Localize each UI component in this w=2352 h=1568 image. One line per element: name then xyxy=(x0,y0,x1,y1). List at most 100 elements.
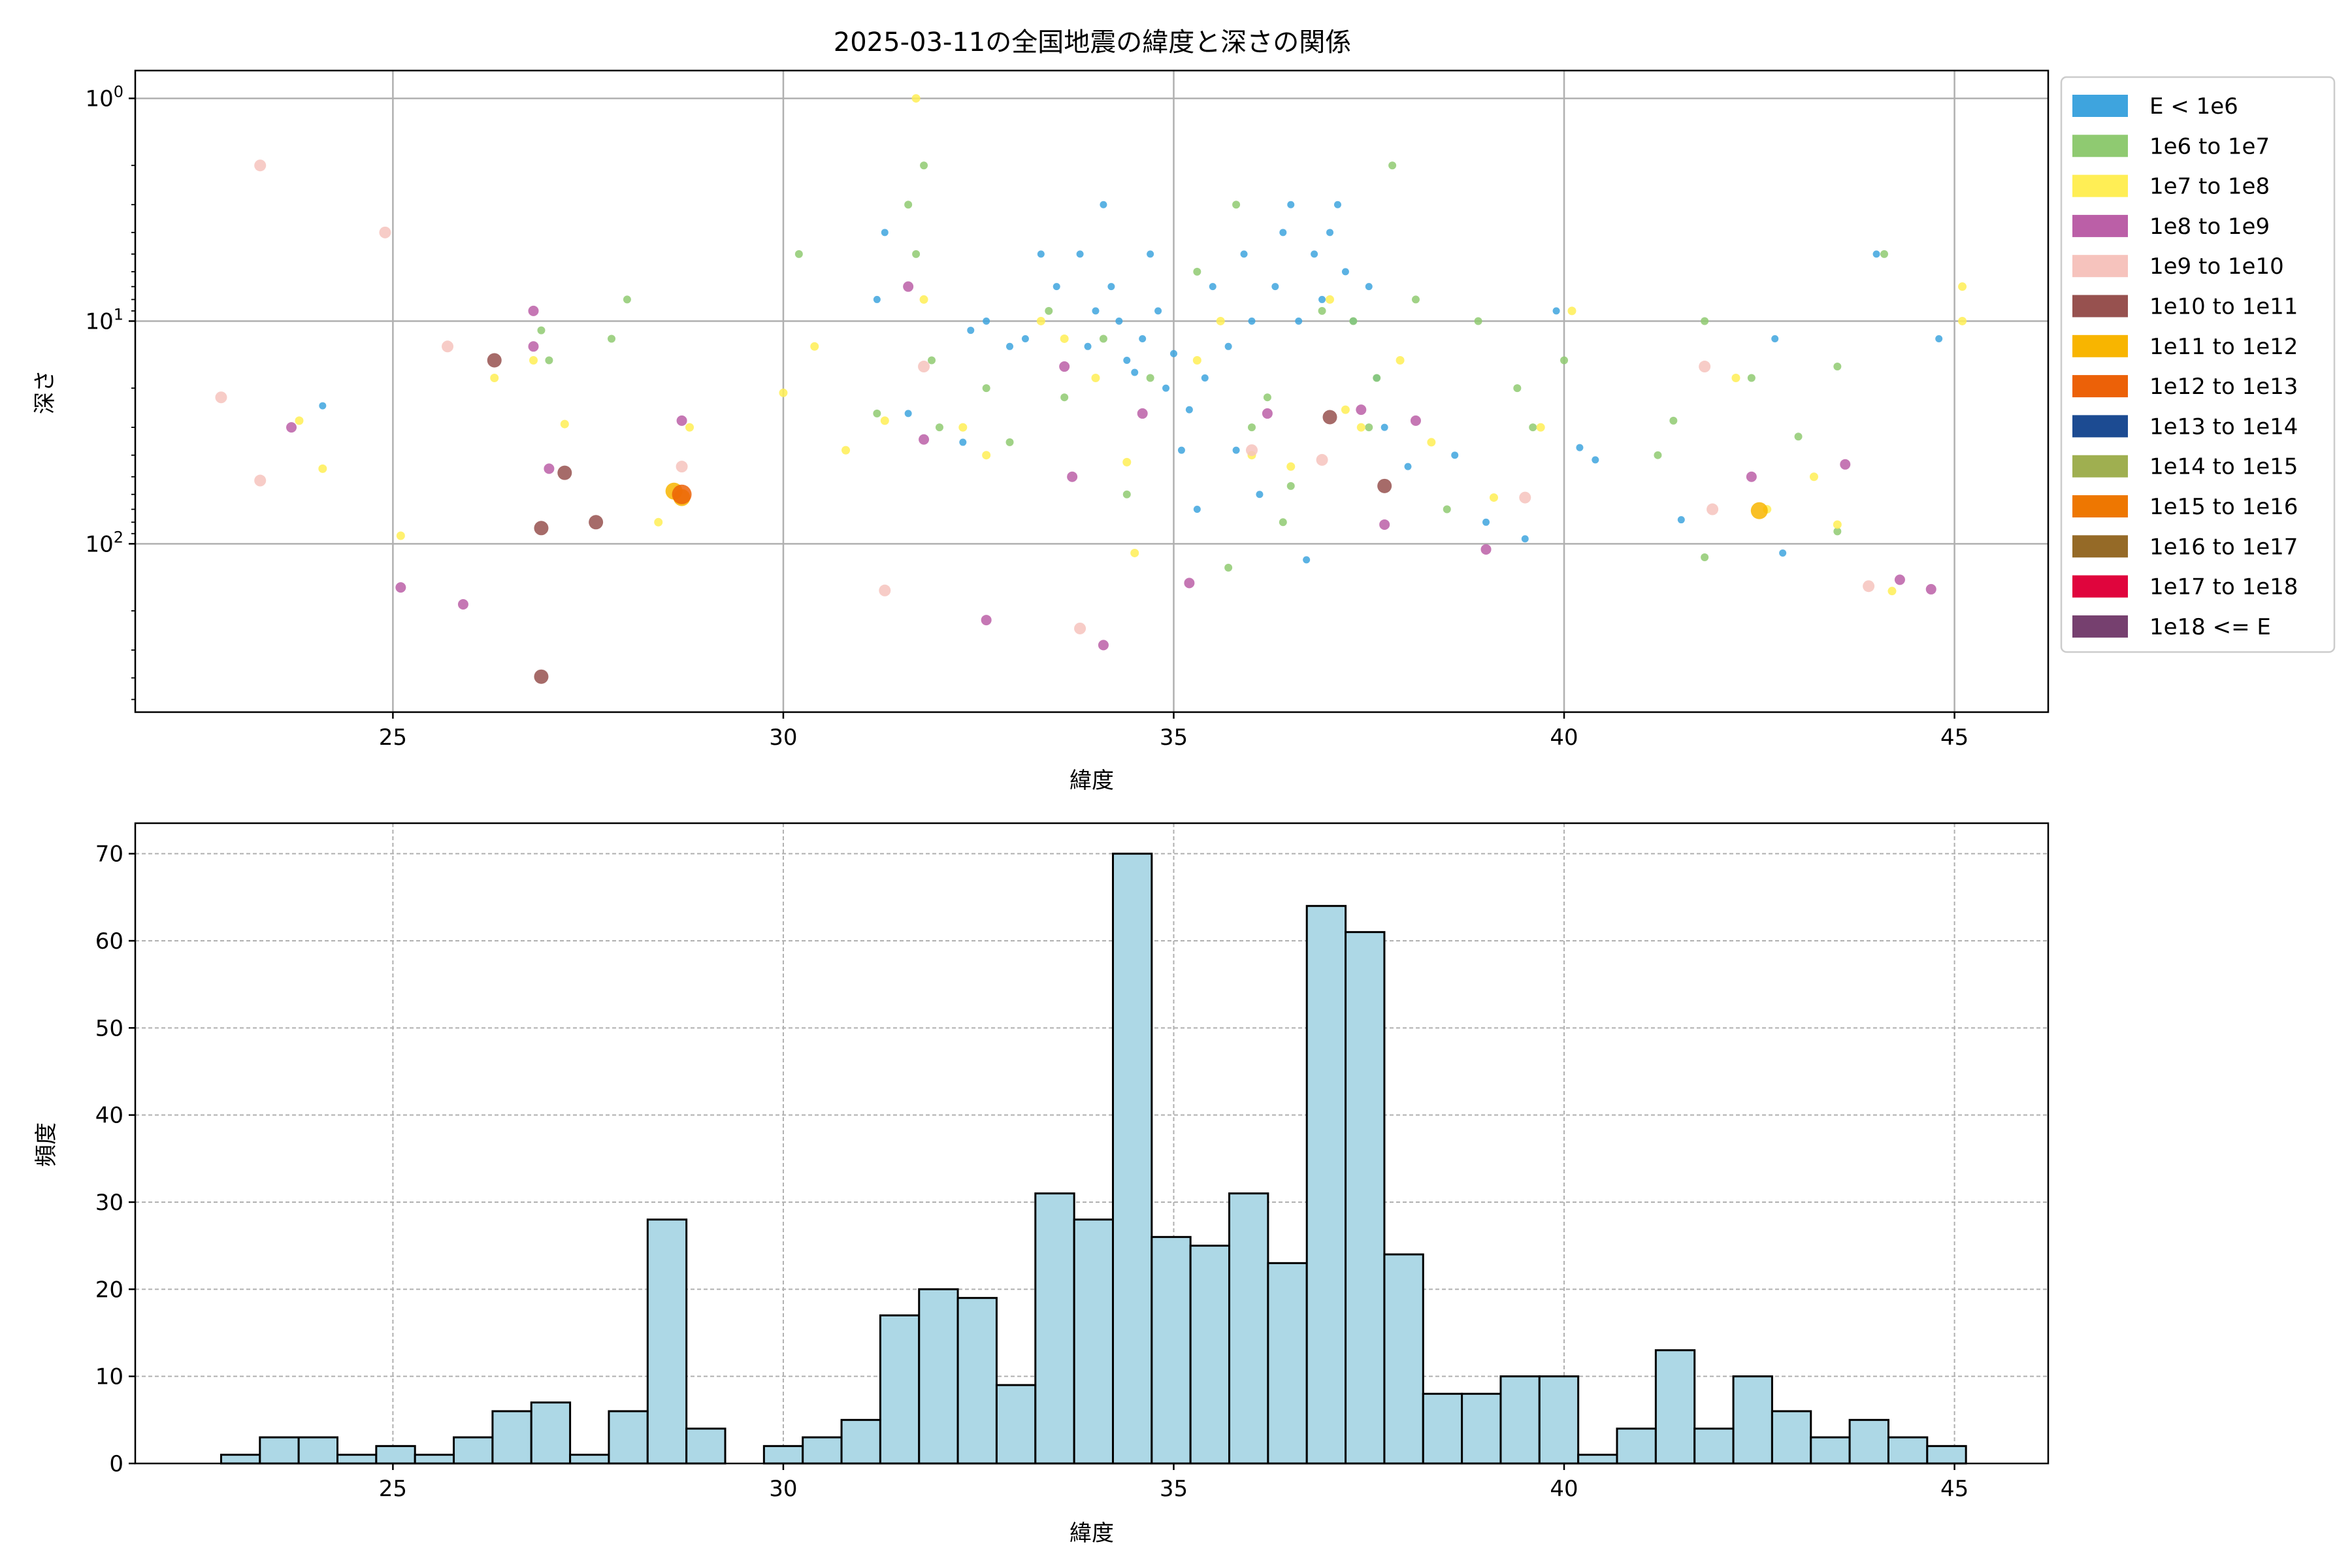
scatter-point xyxy=(1098,640,1109,651)
scatter-point xyxy=(1122,457,1132,466)
legend-label: 1e13 to 1e14 xyxy=(2149,414,2298,440)
scatter-point xyxy=(1380,423,1388,431)
histogram-bar xyxy=(1267,1262,1308,1465)
scatter-point xyxy=(295,416,304,425)
scatter-x-label: 緯度 xyxy=(1070,768,1114,794)
scatter-x-tick-label: 45 xyxy=(1940,725,1968,751)
scatter-point xyxy=(1115,317,1123,325)
histogram-bar xyxy=(1732,1375,1773,1465)
scatter-point xyxy=(1833,527,1842,536)
scatter-point xyxy=(1147,250,1154,258)
scatter-point xyxy=(1480,544,1492,555)
histogram-bar xyxy=(1693,1428,1735,1465)
scatter-point xyxy=(1880,250,1889,258)
scatter-y-tick-base: 10 xyxy=(85,86,113,112)
histogram-bar xyxy=(685,1428,727,1465)
scatter-y-tick-label: 102 xyxy=(85,528,123,557)
histogram-y-label: 頻度 xyxy=(33,1122,59,1167)
scatter-point xyxy=(1677,516,1685,524)
histogram-bar xyxy=(1228,1192,1269,1465)
scatter-point xyxy=(1271,283,1279,291)
scatter-point xyxy=(904,410,912,417)
scatter-y-tick-exponent: 0 xyxy=(114,83,123,101)
legend-label: 1e11 to 1e12 xyxy=(2149,334,2298,360)
histogram-bar xyxy=(995,1384,1037,1465)
scatter-point xyxy=(1295,317,1303,325)
scatter-point xyxy=(608,335,616,343)
scatter-point xyxy=(1958,282,1967,291)
scatter-y-tick-exponent: 1 xyxy=(114,305,123,323)
scatter-point xyxy=(1169,350,1177,357)
histogram-bar xyxy=(608,1410,649,1465)
scatter-point xyxy=(981,615,992,626)
histogram-x-tick-label: 35 xyxy=(1160,1476,1188,1502)
scatter-point xyxy=(1209,283,1217,291)
scatter-point xyxy=(903,281,914,292)
scatter-point xyxy=(1388,161,1397,170)
histogram-bar xyxy=(1616,1428,1657,1465)
scatter-point xyxy=(1521,535,1529,543)
scatter-point xyxy=(676,415,687,426)
scatter-x-tick-label: 30 xyxy=(769,725,797,751)
scatter-point xyxy=(1311,250,1318,258)
scatter-point xyxy=(920,161,928,170)
scatter-point xyxy=(1060,334,1069,343)
scatter-point xyxy=(1707,503,1719,515)
scatter-point xyxy=(1536,423,1545,432)
scatter-point xyxy=(1245,444,1258,457)
scatter-point xyxy=(919,295,928,304)
scatter-point xyxy=(1925,583,1936,595)
histogram-bar xyxy=(414,1454,455,1465)
scatter-point xyxy=(1552,307,1560,315)
scatter-point xyxy=(1037,250,1045,258)
scatter-point xyxy=(1154,307,1162,315)
scatter-point xyxy=(1326,295,1335,304)
legend-swatch xyxy=(2072,214,2128,237)
scatter-point xyxy=(1192,355,1201,365)
histogram-bar xyxy=(1073,1218,1114,1465)
scatter-point xyxy=(879,584,891,596)
scatter-point xyxy=(1100,201,1107,208)
histogram-bar xyxy=(1499,1375,1541,1465)
legend-label: 1e15 to 1e16 xyxy=(2149,494,2298,520)
histogram-bar xyxy=(297,1436,339,1465)
scatter-point xyxy=(1177,446,1185,454)
scatter-point xyxy=(1592,456,1599,464)
scatter-point xyxy=(623,295,631,304)
scatter-point xyxy=(1279,518,1287,527)
legend-label: 1e18 <= E xyxy=(2149,614,2271,640)
histogram-bar xyxy=(1926,1445,1967,1465)
legend-label: E < 1e6 xyxy=(2149,93,2238,120)
legend-label: 1e17 to 1e18 xyxy=(2149,574,2298,600)
scatter-point xyxy=(254,159,267,172)
scatter-point xyxy=(654,517,663,527)
scatter-point xyxy=(1107,283,1115,291)
histogram-bar xyxy=(1654,1349,1696,1465)
histogram-x-tick-label: 45 xyxy=(1940,1476,1968,1502)
scatter-point xyxy=(779,388,788,397)
scatter-point xyxy=(1247,423,1256,432)
scatter-point xyxy=(1074,622,1086,634)
scatter-point xyxy=(490,373,499,382)
histogram-bar xyxy=(491,1410,532,1465)
legend-swatch xyxy=(2072,375,2128,398)
scatter-point xyxy=(1701,553,1709,562)
scatter-point xyxy=(215,391,227,404)
scatter-y-tick-base: 10 xyxy=(85,308,113,335)
scatter-point xyxy=(1053,283,1060,291)
legend-swatch xyxy=(2072,95,2128,117)
histogram-bar xyxy=(802,1436,843,1465)
scatter-point xyxy=(1193,506,1201,514)
scatter-point xyxy=(1036,316,1045,325)
scatter-point xyxy=(1067,471,1078,482)
scatter-point xyxy=(1747,374,1756,382)
scatter-point xyxy=(1356,423,1365,432)
histogram-y-tick-label: 10 xyxy=(95,1364,123,1390)
histogram-y-tick-label: 50 xyxy=(95,1015,123,1041)
scatter-point xyxy=(672,484,692,504)
histogram-bar xyxy=(1383,1253,1424,1465)
scatter-point xyxy=(1084,342,1092,350)
legend-label: 1e12 to 1e13 xyxy=(2149,374,2298,400)
histogram-bar xyxy=(956,1297,998,1465)
